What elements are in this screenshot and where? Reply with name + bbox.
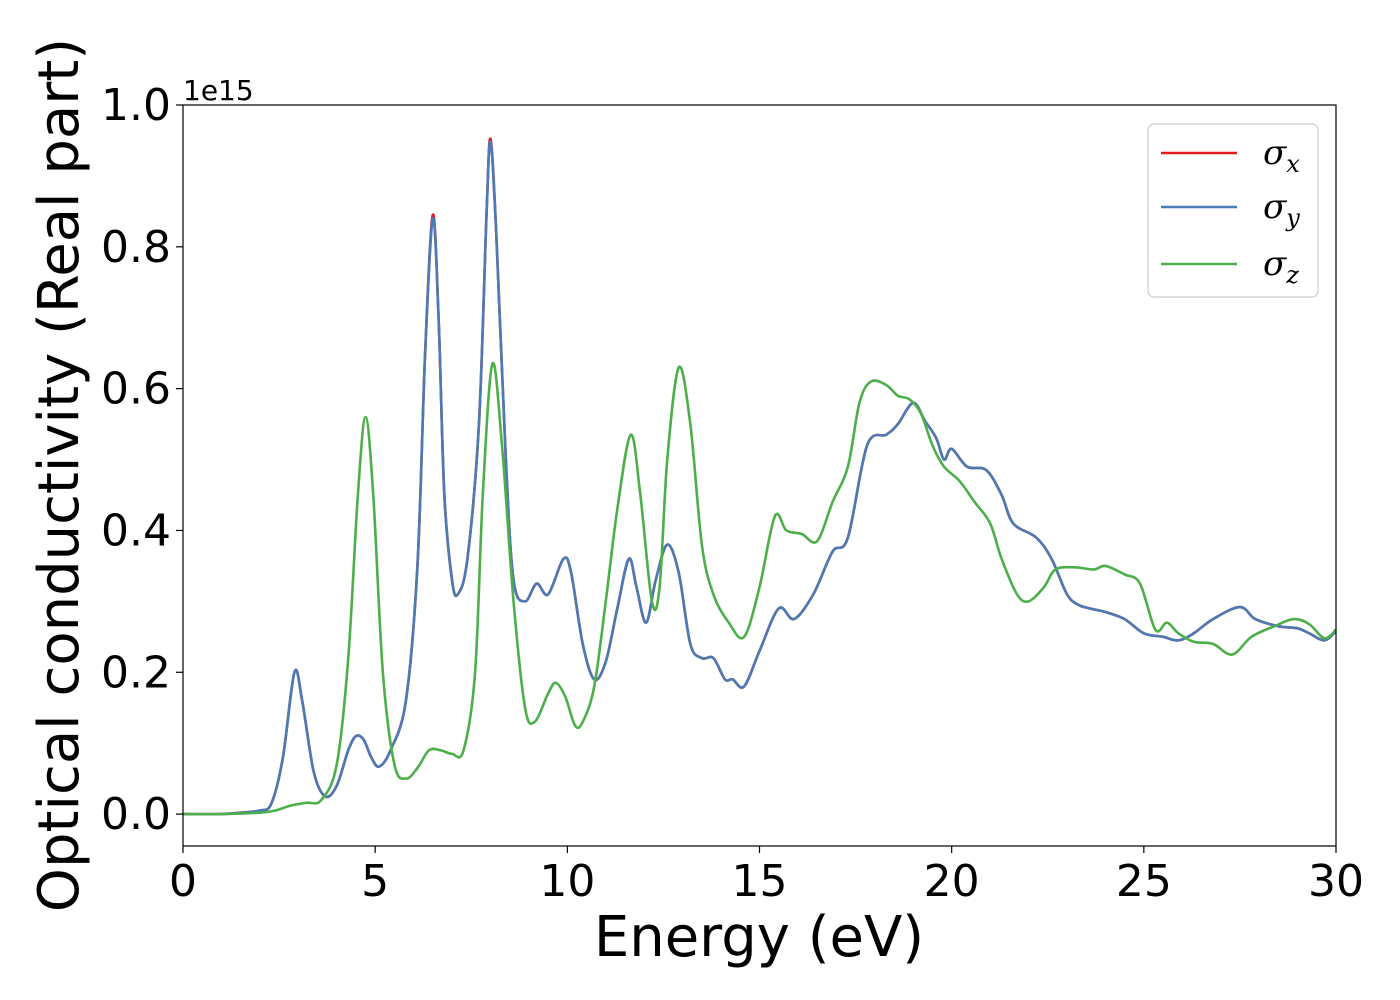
y-tick-label: 1.0 [101,80,171,131]
series-line-y [183,140,1336,816]
legend: σx σy σz [1147,123,1319,298]
x-tick-label: 30 [1308,856,1364,907]
x-tick-label: 25 [1116,856,1172,907]
x-tick-label: 0 [169,856,197,907]
y-tick-label: 0.6 [101,364,171,415]
x-axis-title: Energy (eV) [594,905,924,970]
legend-frame [1147,123,1319,298]
legend-label-x: σx [1263,133,1300,178]
series-line-z [183,361,1336,816]
y-axis-title: Optical conductivity (Real part) [27,38,92,912]
y-axis-ticks: 0.0 0.2 0.4 0.6 0.8 1.0 [101,80,183,840]
x-axis-ticks: 0 5 10 15 20 25 30 [169,846,1364,907]
legend-label-z: σz [1263,244,1299,289]
series-layer [183,137,1336,816]
y-tick-label: 0.0 [101,789,171,840]
y-tick-label: 0.4 [101,505,171,556]
x-tick-label: 20 [924,856,980,907]
x-tick-label: 5 [361,856,389,907]
y-offset-label: 1e15 [183,74,254,107]
y-tick-label: 0.2 [101,647,171,698]
y-tick-label: 0.8 [101,222,171,273]
legend-label-y: σy [1263,187,1300,232]
x-tick-label: 15 [732,856,788,907]
x-tick-label: 10 [539,856,595,907]
